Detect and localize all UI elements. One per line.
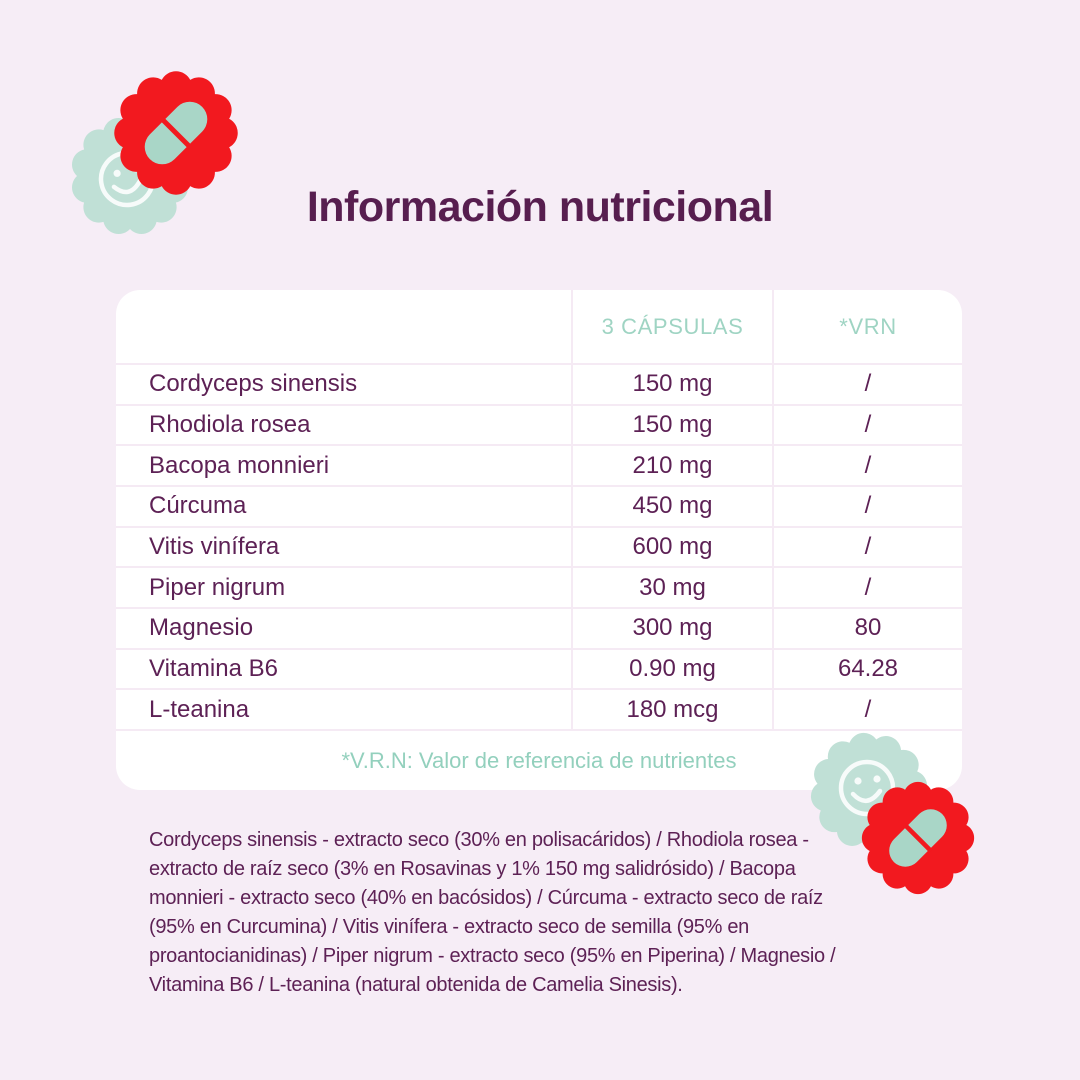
ingredient-name: Magnesio [149,614,254,642]
ingredient-amount: 180 mcg [571,690,772,730]
table-row: Rhodiola rosea 150 mg / [116,405,962,447]
ingredient-amount: 30 mg [571,568,772,608]
header-vrn: *VRN [772,290,962,363]
table-row: Cordyceps sinensis 150 mg / [116,365,962,406]
ingredient-vrn: / [772,365,962,404]
ingredient-name: Piper nigrum [149,573,286,601]
ingredient-amount: 600 mg [571,527,772,567]
ingredient-vrn: 64.28 [772,649,962,689]
table-row: Vitamina B6 0.90 mg 64.28 [116,649,962,691]
ingredient-amount: 210 mg [571,446,772,486]
ingredient-name: Cordyceps sinensis [149,370,358,398]
table-row: Cúrcuma 450 mg / [116,487,962,528]
table-row: Piper nigrum 30 mg / [116,568,962,610]
ingredient-name: Bacopa monnieri [149,451,330,479]
ingredient-vrn: / [772,487,962,526]
header-capsules: 3 CÁPSULAS [571,290,772,363]
table-header-row: 3 CÁPSULAS *VRN [116,290,962,365]
ingredient-amount: 150 mg [571,405,772,445]
pill-flower-icon [850,770,980,902]
ingredient-name: Vitis vinífera [149,533,280,561]
ingredient-vrn: 80 [772,609,962,648]
table-row: L-teanina 180 mcg / [116,690,962,732]
ingredient-amount: 450 mg [571,487,772,526]
table-row: Bacopa monnieri 210 mg / [116,446,962,488]
vrn-footnote: *V.R.N: Valor de referencia de nutriente… [341,747,737,773]
ingredient-vrn: / [772,527,962,567]
ingredient-name: L-teanina [149,695,250,723]
ingredient-amount: 0.90 mg [571,649,772,689]
ingredient-vrn: / [772,405,962,445]
ingredient-name: Vitamina B6 [149,655,278,683]
ingredient-name: Rhodiola rosea [149,411,311,438]
table-row: Magnesio 300 mg 80 [116,609,962,650]
ingredient-vrn: / [772,690,962,730]
nutrition-table: 3 CÁPSULAS *VRN Cordyceps sinensis 150 m… [116,290,962,790]
ingredient-amount: 150 mg [571,365,772,404]
ingredient-vrn: / [772,446,962,486]
ingredient-vrn: / [772,568,962,608]
ingredients-note: Cordyceps sinensis - extracto seco (30% … [149,829,836,996]
header-ingredient [116,290,571,363]
page-title: Información nutricional [306,183,774,231]
ingredient-amount: 300 mg [571,609,772,648]
table-row: Vitis vinífera 600 mg / [116,527,962,569]
ingredient-name: Cúrcuma [149,492,247,520]
